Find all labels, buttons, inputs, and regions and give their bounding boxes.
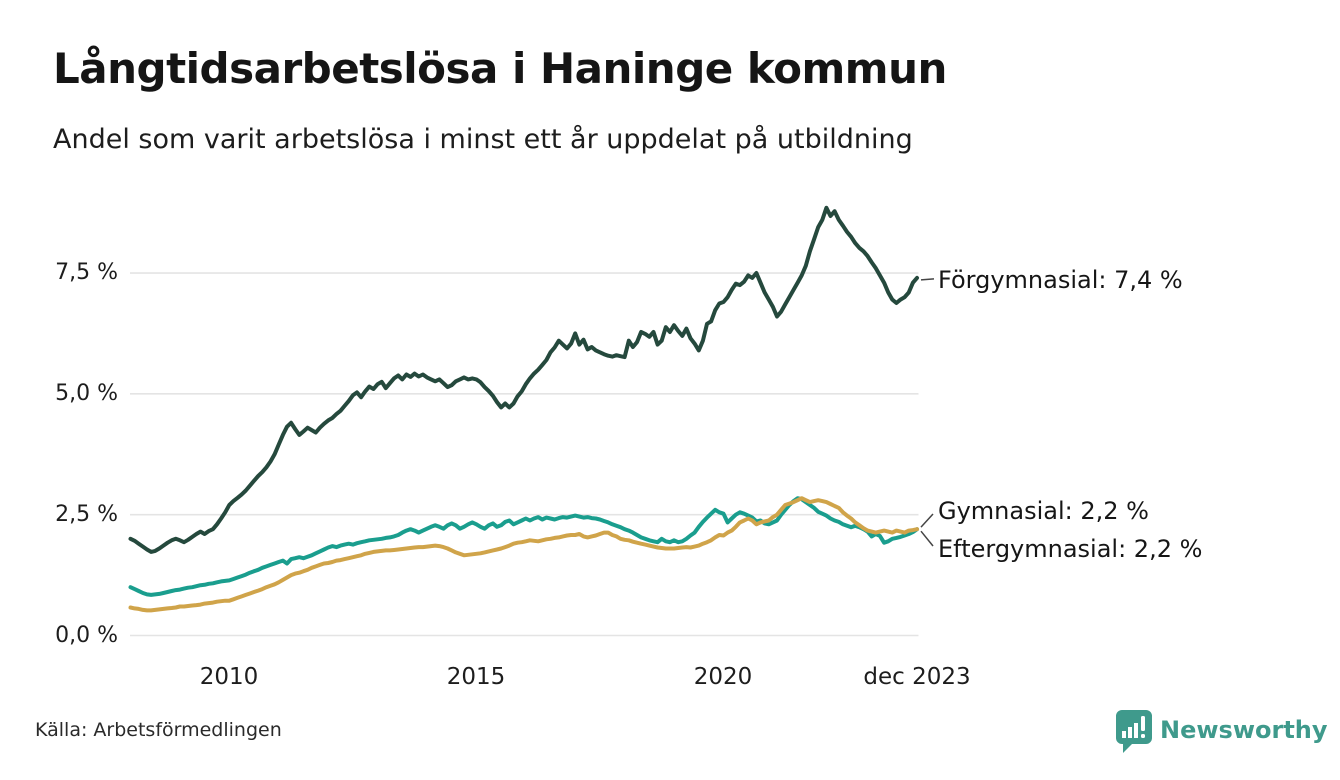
x-axis-tick-2020: 2020 <box>693 664 753 690</box>
series-line-gymnasial <box>128 496 919 597</box>
series-end-label-eftergymnasial: Eftergymnasial: 2,2 % <box>938 535 1203 563</box>
x-axis-tick-2015: 2015 <box>446 664 506 690</box>
series-end-label-gymnasial: Gymnasial: 2,2 % <box>938 497 1149 525</box>
newsworthy-brand-text: Newsworthy <box>1160 716 1328 744</box>
y-axis-tick-2-5: 2,5 % <box>55 502 118 527</box>
y-axis-tick-0-0: 0,0 % <box>55 623 118 648</box>
series-line-forgymnasial <box>128 205 919 554</box>
y-axis-tick-7-5: 7,5 % <box>55 260 118 285</box>
source-note: Källa: Arbetsförmedlingen <box>35 719 282 741</box>
series-end-label-forgymnasial: Förgymnasial: 7,4 % <box>938 266 1183 294</box>
chart-subtitle: Andel som varit arbetslösa i minst ett å… <box>53 124 913 155</box>
newsworthy-logo-icon <box>1116 710 1152 753</box>
y-axis-tick-5-0: 5,0 % <box>55 381 118 406</box>
connector-gymnasial <box>920 513 934 528</box>
x-axis-tick-dec-2023: dec 2023 <box>863 664 971 690</box>
chart-title: Långtidsarbetslösa i Haninge kommun <box>53 44 947 93</box>
connector-forgymnasial <box>920 278 935 281</box>
connector-eftergymnasial <box>920 530 934 547</box>
x-axis-tick-2010: 2010 <box>199 664 259 690</box>
series-line-eftergymnasial <box>128 496 919 613</box>
